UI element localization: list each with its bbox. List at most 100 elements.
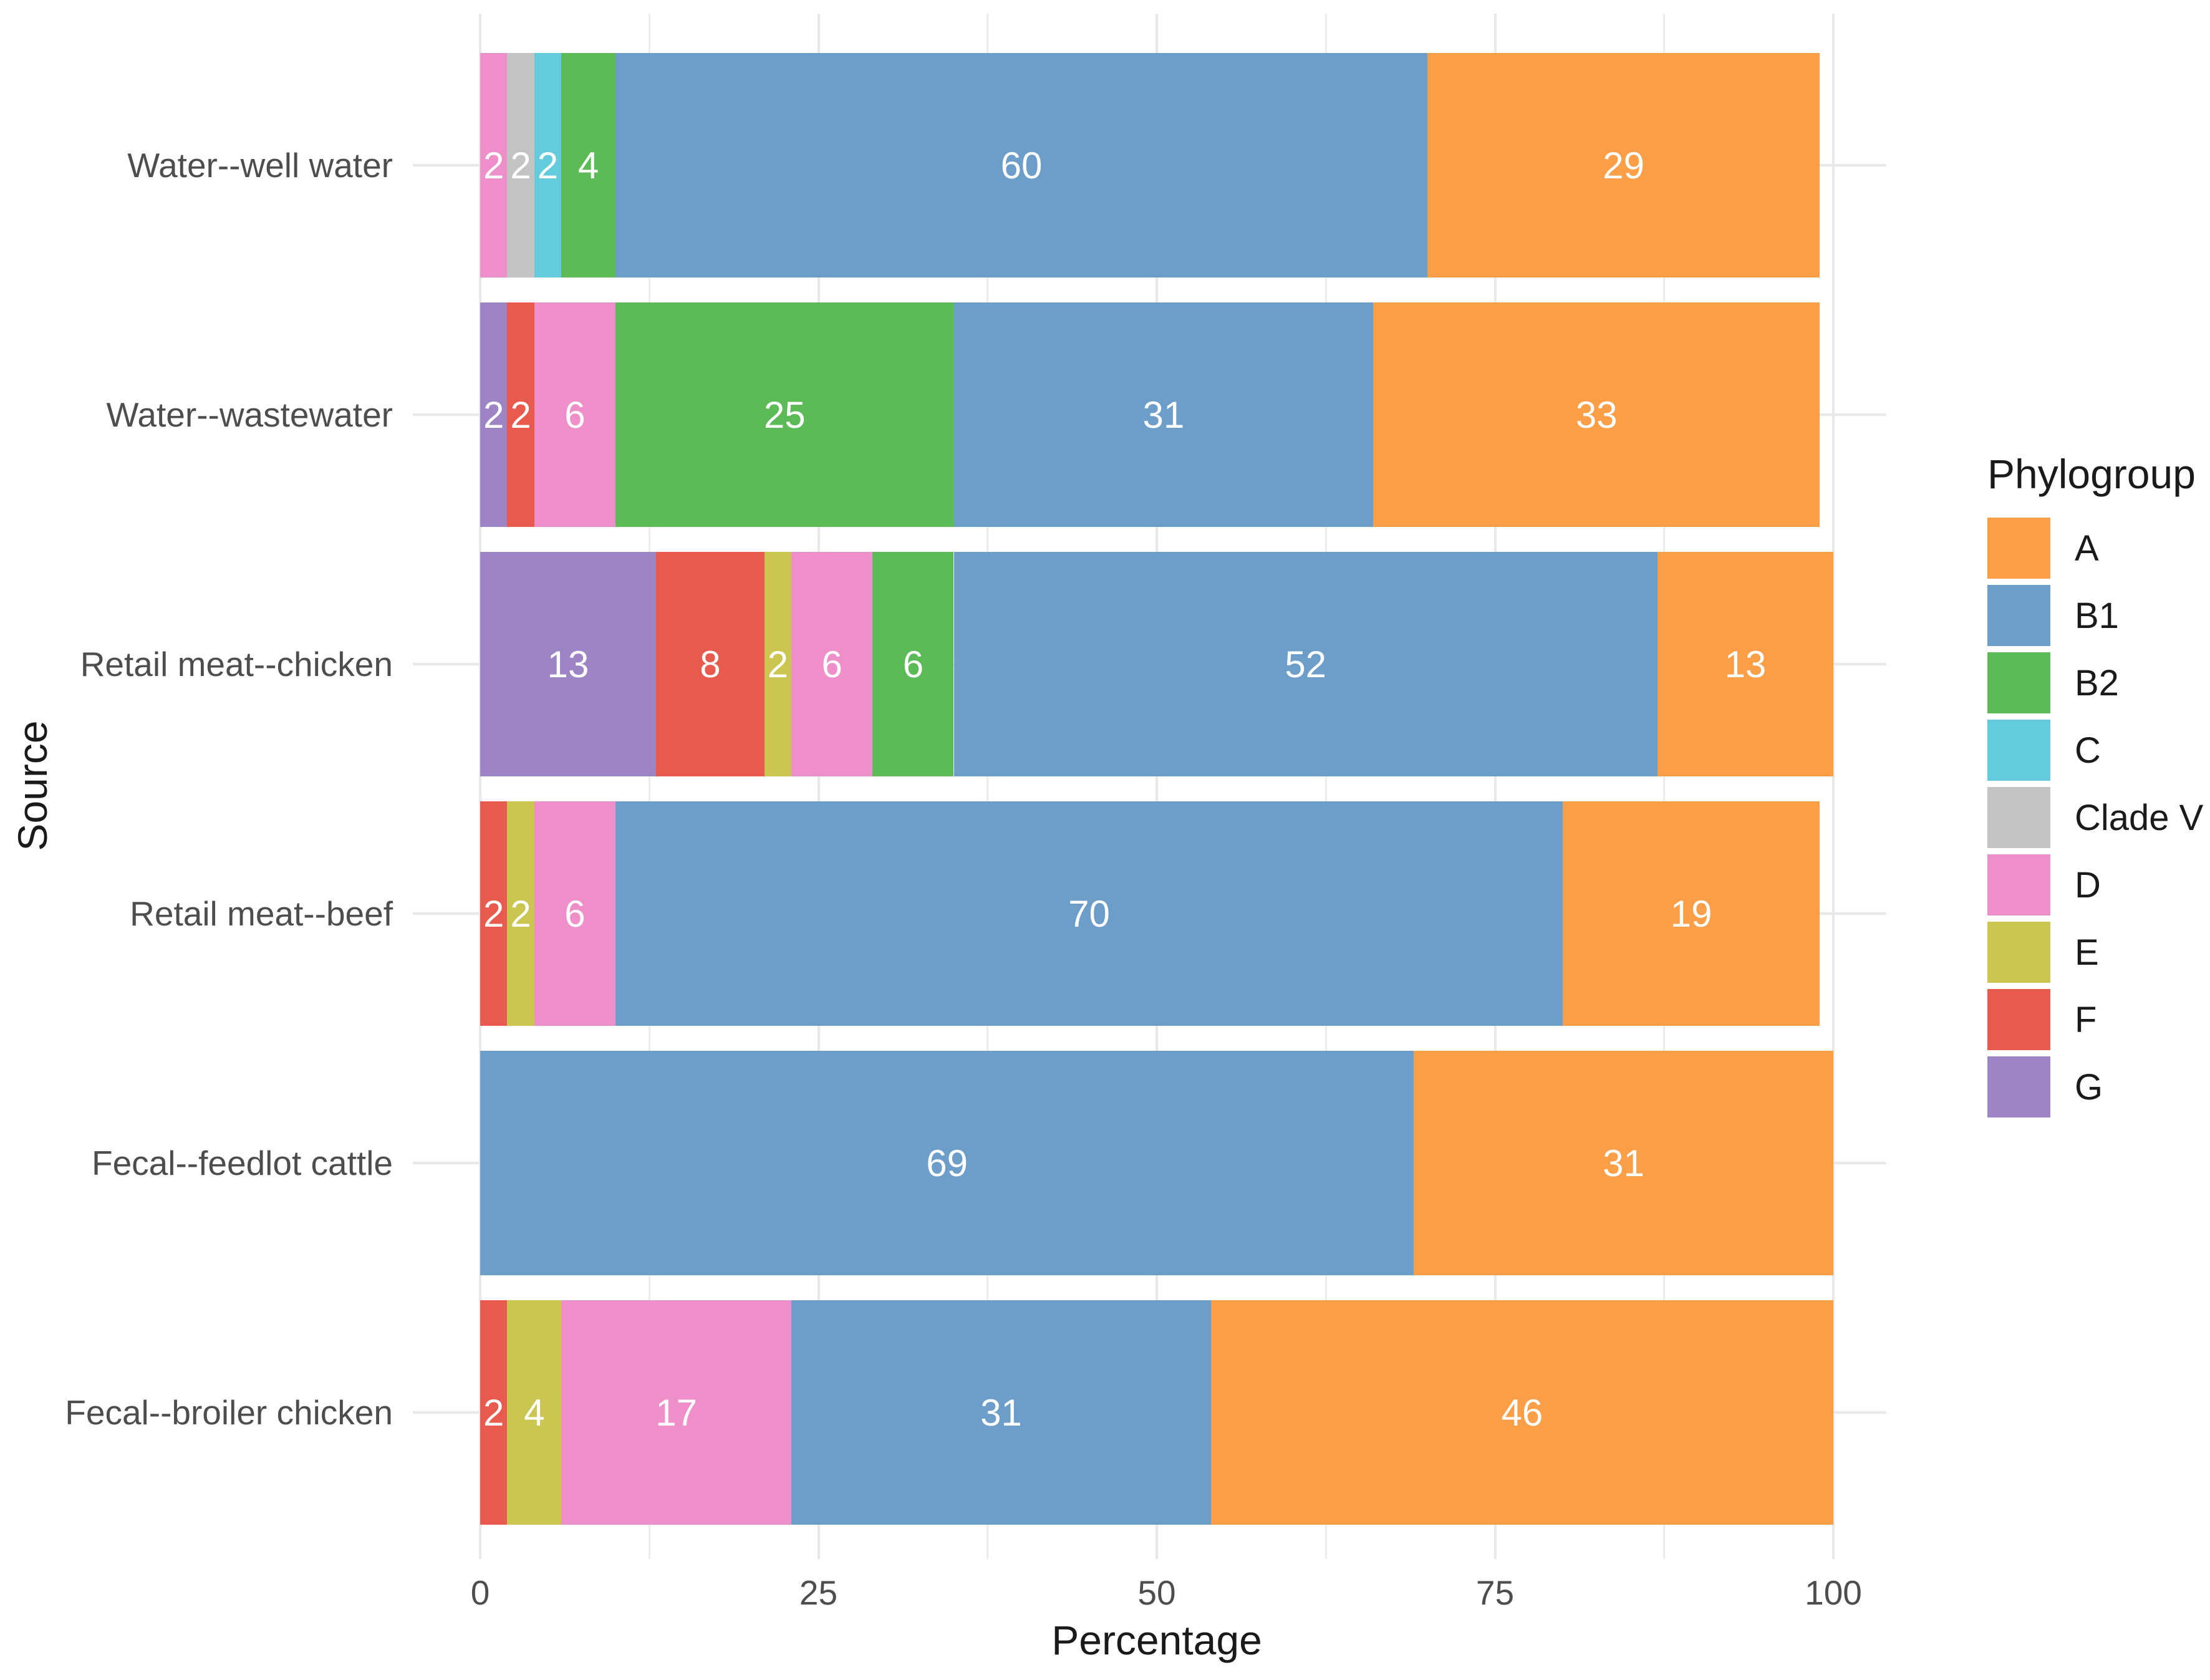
- bar-segment: [872, 552, 954, 776]
- bar-segment: [480, 801, 508, 1026]
- bar-segment: [507, 53, 534, 278]
- bar-segment: [507, 801, 534, 1026]
- bar-value-label: 2: [483, 144, 504, 186]
- bar-segment: [656, 552, 765, 776]
- x-minor-gridline: [1663, 14, 1666, 1559]
- bar-segment: [480, 302, 508, 527]
- bar-value-label: 46: [1501, 1391, 1543, 1434]
- x-tick-label: 100: [1805, 1573, 1862, 1612]
- bar-value-label: 69: [926, 1142, 968, 1184]
- bar-segment: [480, 53, 508, 278]
- bar-value-label: 6: [902, 643, 924, 685]
- legend-label: B2: [2075, 662, 2119, 703]
- bar-segment: [615, 53, 1427, 278]
- bar-segment: [953, 552, 1658, 776]
- bar-value-label: 25: [763, 393, 806, 436]
- legend-key: [1987, 854, 2050, 915]
- legend-label: Clade V: [2075, 797, 2204, 838]
- bar-value-label: 4: [577, 144, 599, 186]
- bar-value-label: 2: [537, 144, 559, 186]
- bar-value-label: 29: [1603, 144, 1645, 186]
- bar-segment: [791, 1300, 1211, 1525]
- x-gridline: [1832, 14, 1835, 1559]
- bar-value-label: 13: [547, 643, 589, 685]
- x-tick-label: 75: [1475, 1573, 1515, 1612]
- legend-label: D: [2075, 864, 2101, 905]
- bar-segment: [1427, 53, 1820, 278]
- bar-segment: [534, 53, 562, 278]
- bar-segment: [615, 302, 954, 527]
- y-tick-label: Water--wastewater: [106, 395, 393, 434]
- legend-key: [1987, 518, 2050, 579]
- x-gridline: [1493, 14, 1497, 1559]
- bar-segment: [480, 552, 657, 776]
- bar-value-label: 8: [700, 643, 721, 685]
- x-gridline: [479, 14, 481, 1559]
- bar-value-label: 60: [1000, 144, 1043, 186]
- x-tick-label: 0: [470, 1573, 490, 1612]
- bar-segment: [1414, 1051, 1833, 1275]
- bar-value-label: 2: [510, 393, 531, 436]
- bar-value-label: 2: [510, 892, 531, 935]
- bar-segment: [1210, 1300, 1833, 1525]
- x-minor-gridline: [648, 14, 650, 1559]
- bar-value-label: 2: [483, 393, 504, 436]
- x-gridline: [1156, 14, 1158, 1559]
- x-minor-gridline: [987, 14, 989, 1559]
- bar-value-label: 33: [1575, 393, 1618, 436]
- bar-segment: [1657, 552, 1833, 776]
- legend-label: C: [2075, 730, 2101, 771]
- legend-key: [1987, 787, 2050, 848]
- bar-value-label: 31: [980, 1391, 1022, 1434]
- x-axis-title: Percentage: [1051, 1617, 1262, 1663]
- bar-segment: [507, 1300, 562, 1525]
- bar-value-label: 2: [483, 1391, 504, 1434]
- bar-segment: [764, 552, 792, 776]
- bar-segment: [534, 302, 615, 527]
- x-gridline: [817, 14, 820, 1559]
- bar-segment: [791, 552, 873, 776]
- x-tick-label: 25: [799, 1573, 838, 1612]
- bar-value-label: 2: [483, 892, 504, 935]
- bar-segment: [507, 302, 534, 527]
- y-axis-title: Source: [9, 720, 55, 851]
- bar-value-label: 52: [1285, 643, 1327, 685]
- legend-label: B1: [2075, 595, 2119, 636]
- legend-label: E: [2075, 932, 2099, 973]
- y-tick-label: Retail meat--chicken: [80, 645, 393, 683]
- legend-key: [1987, 922, 2050, 983]
- bar-segment: [1373, 302, 1820, 527]
- bar-segment: [534, 801, 615, 1026]
- bar-value-label: 70: [1068, 892, 1110, 935]
- bar-value-label: 6: [564, 393, 586, 436]
- legend-label: A: [2075, 528, 2099, 569]
- y-tick-label: Fecal--broiler chicken: [65, 1393, 393, 1432]
- legend-key: [1987, 585, 2050, 646]
- x-minor-gridline: [1325, 14, 1327, 1559]
- bar-segment: [615, 801, 1563, 1026]
- bar-value-label: 17: [655, 1391, 697, 1434]
- bar-value-label: 2: [767, 643, 789, 685]
- bar-value-label: 13: [1724, 643, 1767, 685]
- bar-segment: [953, 302, 1374, 527]
- legend-title: Phylogroup: [1987, 451, 2196, 497]
- y-tick-label: Retail meat--beef: [130, 894, 393, 933]
- bar-segment: [1563, 801, 1820, 1026]
- y-tick-label: Water--well water: [127, 146, 393, 185]
- bar-value-label: 6: [821, 643, 842, 685]
- x-tick-label: 50: [1137, 1573, 1176, 1612]
- legend-key: [1987, 1056, 2050, 1118]
- bar-value-label: 6: [564, 892, 586, 935]
- bar-value-label: 31: [1603, 1142, 1645, 1184]
- legend-key: [1987, 989, 2050, 1050]
- bar-segment: [480, 1051, 1414, 1275]
- bar-segment: [561, 53, 615, 278]
- bar-value-label: 31: [1142, 393, 1185, 436]
- legend-label: F: [2075, 999, 2097, 1040]
- bar-segment: [480, 1300, 508, 1525]
- legend-key: [1987, 720, 2050, 781]
- y-tick-label: Fecal--feedlot cattle: [92, 1144, 393, 1182]
- bar-value-label: 2: [510, 144, 531, 186]
- bar-value-label: 19: [1670, 892, 1712, 935]
